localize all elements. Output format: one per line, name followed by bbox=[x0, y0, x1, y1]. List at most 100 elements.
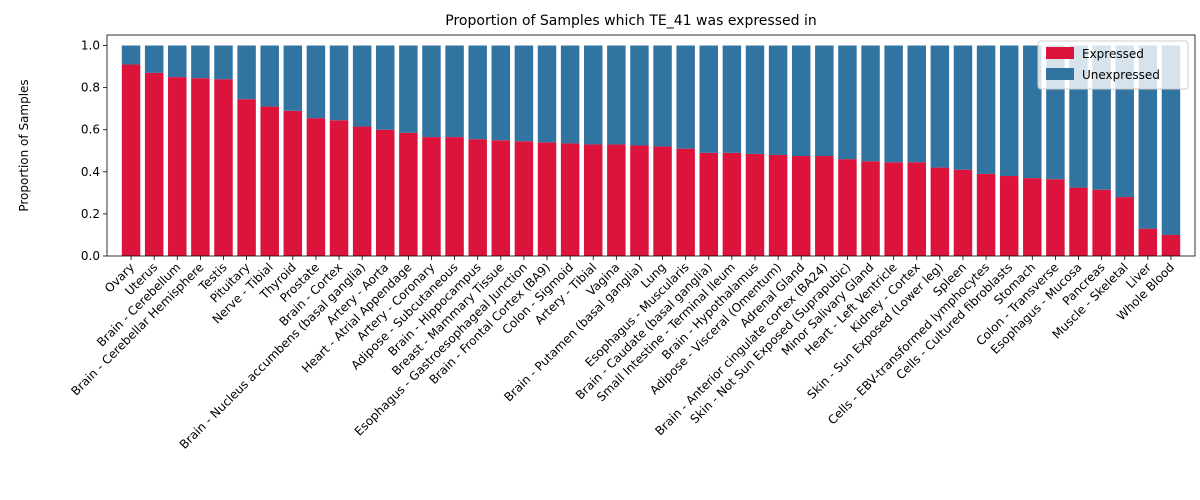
bar-unexpressed-breast-mammary-tissue bbox=[491, 45, 511, 141]
bar-expressed-brain-cerebellum bbox=[168, 77, 187, 256]
bar-expressed-liver bbox=[1138, 228, 1158, 256]
bar-unexpressed-heart-atrial-appendage bbox=[399, 45, 418, 133]
bar-expressed-cells-ebv-transformed-lymphocytes bbox=[976, 173, 996, 256]
bar-unexpressed-colon-sigmoid bbox=[560, 45, 580, 144]
bar-unexpressed-brain-anterior-cingulate-cortex-ba24 bbox=[815, 45, 834, 157]
bar-unexpressed-spleen bbox=[953, 45, 973, 170]
bar-unexpressed-pituitary bbox=[237, 45, 256, 100]
bar-unexpressed-brain-hypothalamus bbox=[745, 45, 765, 154]
bar-unexpressed-minor-salivary-gland bbox=[861, 45, 880, 162]
bar-expressed-skin-sun-exposed-lower-leg bbox=[930, 167, 950, 256]
bar-expressed-heart-left-ventricle bbox=[884, 162, 903, 256]
bar-unexpressed-nerve-tibial bbox=[260, 45, 279, 107]
bar-expressed-brain-putamen-basal-ganglia bbox=[630, 145, 649, 256]
bar-expressed-adipose-visceral-omentum bbox=[768, 154, 788, 256]
y-tick-label: 0.2 bbox=[81, 207, 100, 221]
bar-unexpressed-esophagus-muscularis bbox=[676, 45, 695, 149]
bar-expressed-thyroid bbox=[283, 110, 303, 257]
bar-expressed-pancreas bbox=[1092, 189, 1111, 256]
bar-expressed-brain-caudate-basal-ganglia bbox=[699, 152, 719, 256]
legend-swatch-expressed bbox=[1046, 47, 1074, 59]
bar-unexpressed-adipose-subcutaneous bbox=[445, 45, 464, 138]
legend: Expressed Unexpressed bbox=[1037, 40, 1189, 90]
y-tick-label: 1.0 bbox=[81, 39, 100, 53]
bar-expressed-artery-tibial bbox=[583, 144, 603, 256]
bar-unexpressed-adipose-visceral-omentum bbox=[768, 45, 788, 155]
bar-unexpressed-adrenal-gland bbox=[791, 45, 811, 157]
bar-expressed-adipose-subcutaneous bbox=[445, 137, 464, 256]
y-tick-label: 0.0 bbox=[81, 249, 100, 263]
bar-unexpressed-esophagus-gastroesophageal-junction bbox=[514, 45, 534, 142]
bar-unexpressed-testis bbox=[214, 45, 233, 80]
bar-expressed-stomach bbox=[1023, 178, 1042, 256]
y-tick-label: 0.4 bbox=[81, 165, 100, 179]
legend-label-expressed: Expressed bbox=[1082, 47, 1144, 61]
bar-unexpressed-liver bbox=[1138, 45, 1158, 229]
bar-unexpressed-whole-blood bbox=[1161, 45, 1181, 235]
bar-expressed-heart-atrial-appendage bbox=[399, 132, 418, 256]
bar-unexpressed-brain-cerebellar-hemisphere bbox=[191, 45, 210, 79]
bar-expressed-brain-anterior-cingulate-cortex-ba24 bbox=[815, 156, 834, 256]
bar-unexpressed-thyroid bbox=[283, 45, 303, 111]
y-tick-label: 0.6 bbox=[81, 123, 100, 137]
bar-unexpressed-artery-tibial bbox=[583, 45, 603, 145]
y-axis-label: Proportion of Samples bbox=[17, 79, 31, 211]
bar-expressed-minor-salivary-gland bbox=[861, 161, 880, 256]
legend-label-unexpressed: Unexpressed bbox=[1082, 68, 1160, 82]
bar-expressed-brain-frontal-cortex-ba9 bbox=[537, 142, 557, 256]
bar-expressed-testis bbox=[214, 79, 233, 256]
bar-expressed-nerve-tibial bbox=[260, 106, 279, 256]
bar-unexpressed-brain-hippocampus bbox=[468, 45, 487, 140]
bar-expressed-brain-hippocampus bbox=[468, 139, 487, 256]
plot-frame bbox=[106, 34, 1196, 257]
bar-unexpressed-brain-nucleus-accumbens-basal-ganglia bbox=[352, 45, 372, 127]
bar-expressed-cells-cultured-fibroblasts bbox=[999, 176, 1019, 256]
bar-unexpressed-lung bbox=[653, 45, 672, 147]
bar-expressed-kidney-cortex bbox=[907, 162, 926, 256]
bar-expressed-skin-not-sun-exposed-suprapubic bbox=[838, 159, 857, 256]
bar-unexpressed-kidney-cortex bbox=[907, 45, 926, 163]
bar-expressed-spleen bbox=[953, 169, 973, 256]
bar-expressed-adrenal-gland bbox=[791, 156, 811, 256]
bar-expressed-prostate bbox=[306, 118, 326, 256]
bar-unexpressed-brain-caudate-basal-ganglia bbox=[699, 45, 719, 153]
bar-expressed-small-intestine-terminal-ileum bbox=[722, 152, 742, 256]
bar-expressed-pituitary bbox=[237, 99, 256, 256]
bar-expressed-uterus bbox=[144, 72, 164, 256]
bar-unexpressed-artery-coronary bbox=[422, 45, 441, 138]
chart-title: Proportion of Samples which TE_41 was ex… bbox=[445, 13, 816, 29]
bar-expressed-whole-blood bbox=[1161, 234, 1181, 256]
bar-unexpressed-brain-cortex bbox=[329, 45, 349, 121]
bar-expressed-vagina bbox=[607, 144, 626, 256]
bar-expressed-muscle-skeletal bbox=[1115, 197, 1134, 256]
bar-expressed-brain-nucleus-accumbens-basal-ganglia bbox=[352, 126, 372, 256]
bar-expressed-colon-sigmoid bbox=[560, 143, 580, 256]
bar-unexpressed-skin-sun-exposed-lower-leg bbox=[930, 45, 950, 168]
bar-unexpressed-skin-not-sun-exposed-suprapubic bbox=[838, 45, 857, 160]
bar-unexpressed-heart-left-ventricle bbox=[884, 45, 903, 163]
bar-unexpressed-brain-frontal-cortex-ba9 bbox=[537, 45, 557, 143]
legend-box bbox=[1037, 40, 1189, 90]
y-axis: 0.0 0.2 0.4 0.6 0.8 1.0 bbox=[81, 39, 107, 263]
bar-unexpressed-artery-aorta bbox=[376, 45, 395, 130]
bar-unexpressed-uterus bbox=[144, 45, 164, 73]
bar-unexpressed-stomach bbox=[1023, 45, 1042, 179]
bar-expressed-artery-coronary bbox=[422, 137, 441, 256]
bar-unexpressed-cells-ebv-transformed-lymphocytes bbox=[976, 45, 996, 174]
bar-expressed-brain-hypothalamus bbox=[745, 153, 765, 256]
bar-expressed-brain-cerebellar-hemisphere bbox=[191, 78, 210, 257]
bar-unexpressed-vagina bbox=[607, 45, 626, 145]
y-tick-label: 0.8 bbox=[81, 81, 100, 95]
bar-unexpressed-ovary bbox=[121, 45, 141, 65]
bar-expressed-esophagus-muscularis bbox=[676, 148, 695, 256]
bar-expressed-colon-transverse bbox=[1046, 179, 1065, 256]
bar-expressed-breast-mammary-tissue bbox=[491, 140, 511, 256]
bars-group bbox=[121, 45, 1181, 257]
bar-unexpressed-brain-putamen-basal-ganglia bbox=[630, 45, 649, 146]
bar-unexpressed-brain-cerebellum bbox=[168, 45, 187, 78]
bar-expressed-esophagus-gastroesophageal-junction bbox=[514, 141, 534, 256]
bar-expressed-artery-aorta bbox=[376, 129, 395, 256]
bar-unexpressed-small-intestine-terminal-ileum bbox=[722, 45, 742, 153]
